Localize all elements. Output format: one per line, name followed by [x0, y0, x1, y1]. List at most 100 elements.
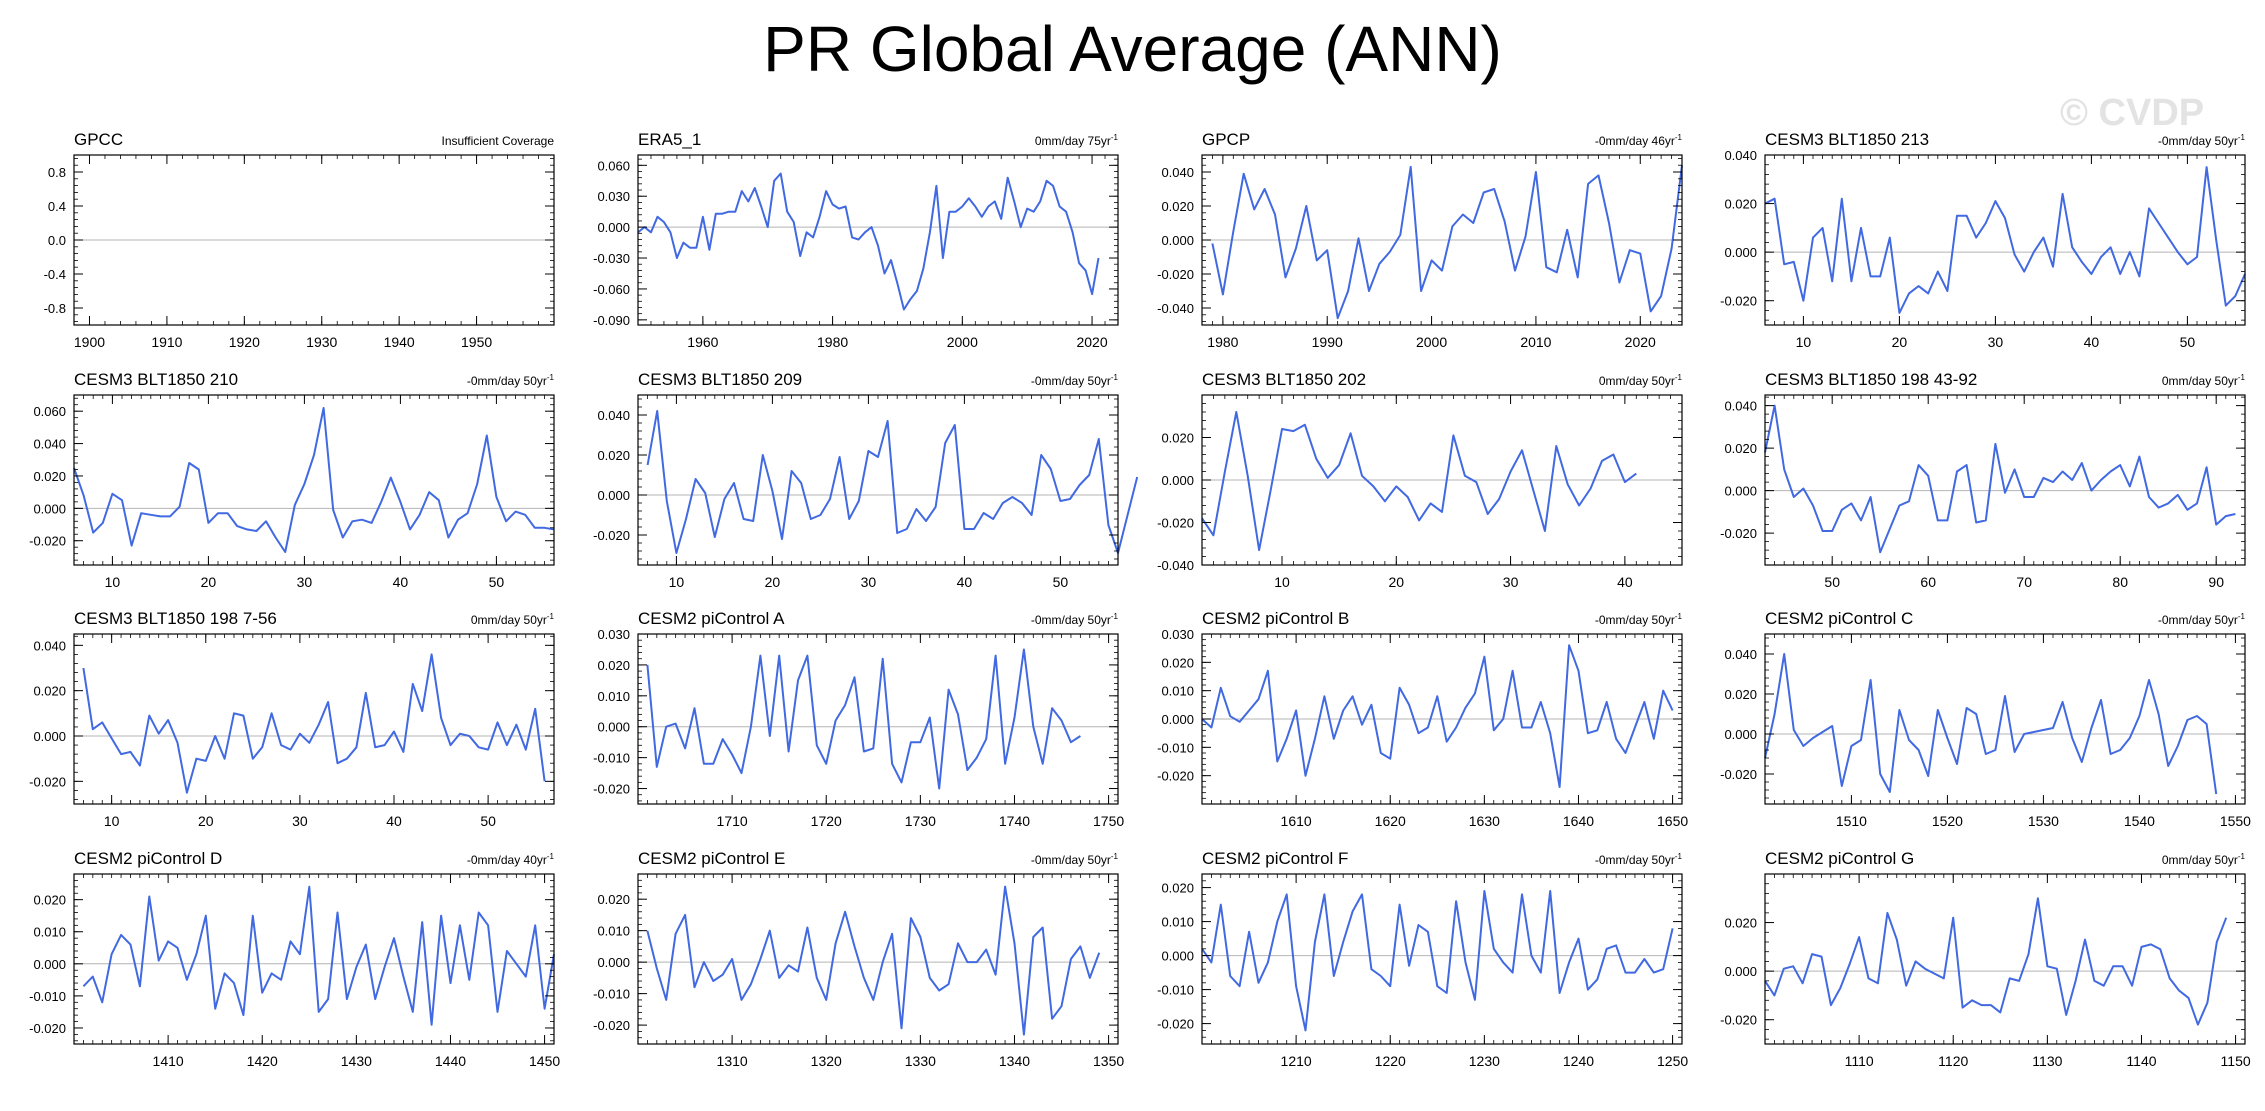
y-tick-label: 0.020 — [33, 684, 66, 699]
x-tick-label: 1620 — [1375, 813, 1406, 829]
x-tick-label: 1350 — [1093, 1053, 1124, 1069]
x-tick-label: 20 — [1892, 334, 1908, 350]
chart-panel: CESM3 BLT1850 202 0mm/day 50yr-1 10 20 30 40 0… — [1157, 370, 1683, 590]
trend-label: -0mm/day 50yr-1 — [1595, 852, 1683, 867]
y-tick-label: 0.020 — [1724, 916, 1757, 931]
trend-label: -0mm/day 50yr-1 — [1031, 852, 1119, 867]
x-tick-label: 1630 — [1469, 813, 1500, 829]
trend-label: -0mm/day 50yr-1 — [2158, 612, 2246, 627]
y-tick-label: -0.010 — [593, 751, 630, 766]
x-tick-label: 40 — [2084, 334, 2100, 350]
plot-frame — [73, 633, 555, 805]
panel-title: CESM2 piControl E — [638, 849, 785, 868]
y-tick-label: -0.020 — [1720, 767, 1757, 782]
y-tick-label: 0.000 — [1724, 727, 1757, 742]
plot-frame — [1201, 873, 1683, 1045]
y-tick-label: 0.000 — [597, 720, 630, 735]
x-tick-label: 1440 — [435, 1053, 466, 1069]
y-tick-label: 0.000 — [1161, 473, 1194, 488]
y-tick-label: 0.8 — [48, 165, 66, 180]
y-tick-label: -0.010 — [1157, 983, 1194, 998]
x-tick-label: 1320 — [811, 1053, 842, 1069]
x-tick-label: 1650 — [1657, 813, 1688, 829]
y-tick-label: 0.020 — [597, 658, 630, 673]
y-tick-label: 0.000 — [33, 957, 66, 972]
x-tick-label: 10 — [1796, 334, 1812, 350]
x-tick-label: 1220 — [1375, 1053, 1406, 1069]
y-tick-label: -0.020 — [1157, 516, 1194, 531]
panel-title: CESM3 BLT1850 202 — [1202, 370, 1366, 389]
series-line — [1201, 411, 1637, 552]
x-tick-label: 1120 — [1938, 1053, 1968, 1069]
x-tick-label: 50 — [2180, 334, 2196, 350]
trend-label: 0mm/day 50yr-1 — [2162, 373, 2246, 388]
y-tick-label: 0.000 — [597, 488, 630, 503]
panel-title: CESM3 BLT1850 198 43-92 — [1765, 370, 1977, 389]
x-tick-label: 2020 — [1076, 334, 1107, 350]
y-tick-label: 0.4 — [48, 199, 66, 214]
panel-title: CESM3 BLT1850 198 7-56 — [74, 609, 277, 628]
chart-panel: CESM3 BLT1850 198 7-56 0mm/day 50yr-1 10 20… — [29, 609, 555, 829]
plot-frame — [637, 154, 1119, 326]
x-tick-label: 1550 — [2220, 813, 2251, 829]
chart-panel: CESM3 BLT1850 210 -0mm/day 50yr-1 10 20 30 40… — [29, 370, 555, 590]
x-tick-label: 40 — [1617, 574, 1633, 590]
panel-title: CESM3 BLT1850 210 — [74, 370, 238, 389]
plot-frame — [1764, 394, 2246, 566]
y-tick-label: 0.040 — [1724, 399, 1757, 414]
x-tick-label: 1610 — [1281, 813, 1312, 829]
y-tick-label: 0.000 — [1724, 484, 1757, 499]
panel-title: CESM2 piControl C — [1765, 609, 1913, 628]
panel-title: CESM3 BLT1850 213 — [1765, 130, 1929, 149]
x-tick-label: 10 — [104, 813, 120, 829]
x-tick-label: 30 — [1988, 334, 2004, 350]
chart-panel: CESM3 BLT1850 198 43-92 0mm/day 50yr-1 50 6… — [1720, 370, 2246, 590]
y-tick-label: 0.010 — [597, 924, 630, 939]
x-tick-label: 1900 — [74, 334, 105, 350]
chart-panel: CESM3 BLT1850 209 -0mm/day 50yr-1 10 20 30 40… — [593, 370, 1139, 590]
y-tick-label: 0.0 — [48, 233, 66, 248]
x-tick-label: 1250 — [1657, 1053, 1688, 1069]
plot-frame — [637, 394, 1119, 566]
panel-title: CESM2 piControl F — [1202, 849, 1348, 868]
x-tick-label: 1730 — [905, 813, 936, 829]
y-tick-label: 0.010 — [597, 689, 630, 704]
x-tick-label: 10 — [1274, 574, 1290, 590]
y-tick-label: -0.020 — [29, 1021, 66, 1036]
chart-panel: CESM2 piControl E -0mm/day 50yr-1 1310 1320… — [593, 849, 1124, 1069]
series-line — [73, 407, 555, 553]
y-tick-label: -0.020 — [1720, 1013, 1757, 1028]
x-tick-label: 1720 — [811, 813, 842, 829]
y-tick-label: 0.000 — [1724, 245, 1757, 260]
y-tick-label: -0.020 — [1720, 526, 1757, 541]
x-tick-label: 1750 — [1093, 813, 1124, 829]
x-tick-label: 10 — [105, 574, 121, 590]
panel-title: CESM2 piControl A — [638, 609, 785, 628]
trend-label: Insufficient Coverage — [441, 134, 554, 148]
trend-label: -0mm/day 40yr-1 — [467, 852, 555, 867]
x-tick-label: 1540 — [2124, 813, 2155, 829]
x-tick-label: 2010 — [1520, 334, 1551, 350]
x-tick-label: 1710 — [717, 813, 748, 829]
series-line — [1201, 890, 1674, 1032]
series-line — [646, 410, 1139, 554]
x-tick-label: 2020 — [1625, 334, 1656, 350]
y-tick-label: 0.060 — [597, 158, 630, 173]
plot-frame — [1764, 633, 2246, 805]
y-tick-label: 0.020 — [1161, 199, 1194, 214]
y-tick-label: 0.030 — [1161, 627, 1194, 642]
x-tick-label: 1940 — [384, 334, 415, 350]
y-tick-label: 0.000 — [33, 501, 66, 516]
y-tick-label: 0.040 — [33, 638, 66, 653]
x-tick-label: 1510 — [1836, 813, 1867, 829]
x-tick-label: 1410 — [153, 1053, 184, 1069]
x-tick-label: 1960 — [687, 334, 718, 350]
x-tick-label: 1330 — [905, 1053, 936, 1069]
x-tick-label: 20 — [1388, 574, 1404, 590]
series-line — [646, 648, 1081, 790]
y-tick-label: 0.060 — [33, 404, 66, 419]
x-tick-label: 50 — [489, 574, 505, 590]
x-tick-label: 1150 — [2221, 1053, 2251, 1069]
x-tick-label: 1230 — [1469, 1053, 1500, 1069]
